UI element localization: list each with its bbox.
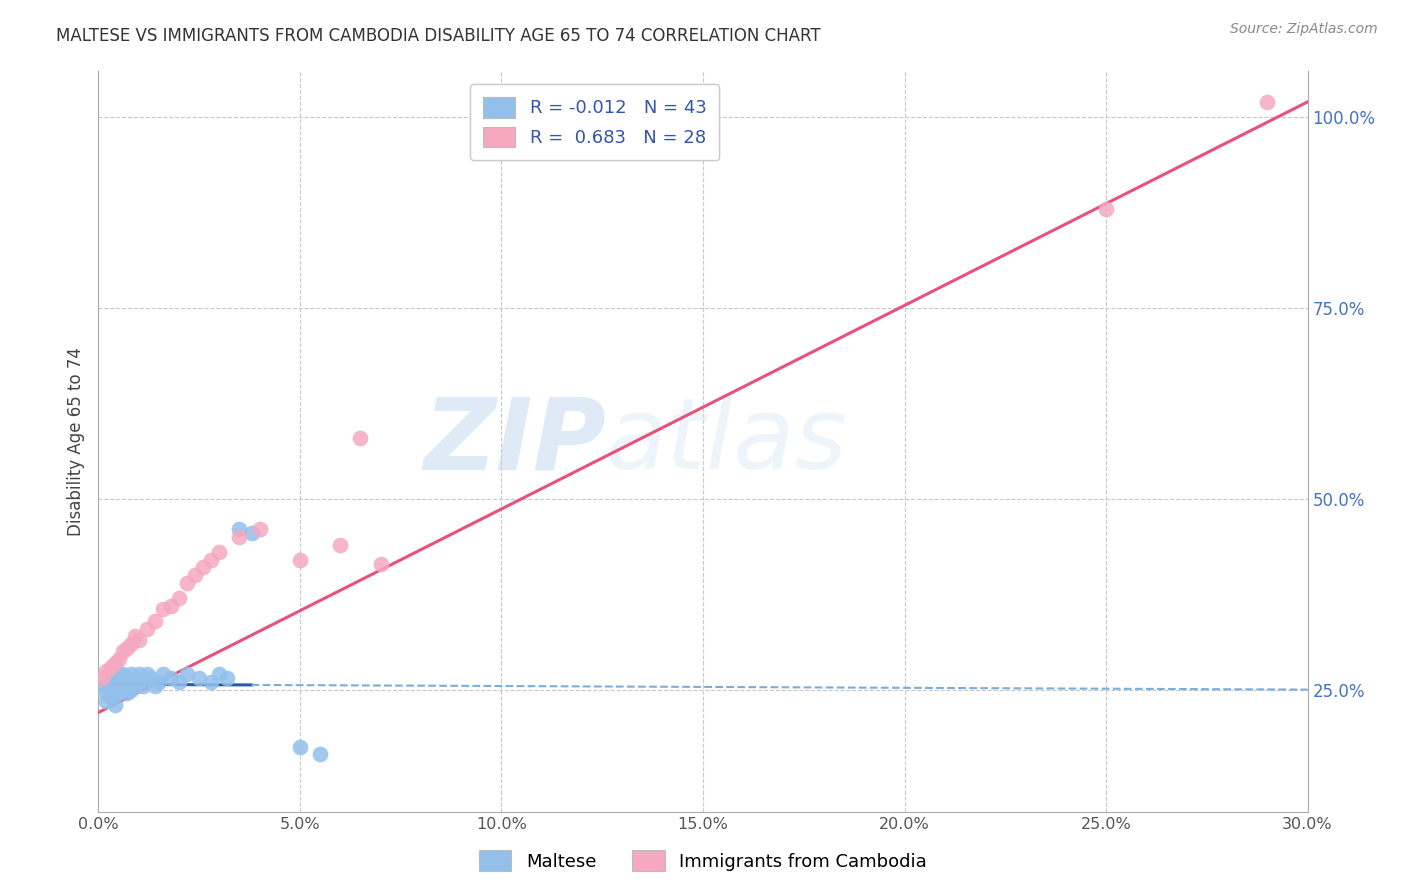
Text: Source: ZipAtlas.com: Source: ZipAtlas.com: [1230, 22, 1378, 37]
Point: [139, 671, 162, 685]
Point: [143, 679, 166, 693]
Point: [152, 602, 174, 616]
Point: [135, 667, 157, 681]
Point: [309, 747, 332, 762]
Point: [188, 671, 211, 685]
Point: [120, 667, 142, 681]
Text: ZIP: ZIP: [423, 393, 606, 490]
Point: [160, 671, 183, 685]
Legend: Maltese, Immigrants from Cambodia: Maltese, Immigrants from Cambodia: [472, 843, 934, 879]
Point: [96, 686, 118, 700]
Point: [96, 694, 118, 708]
Point: [132, 671, 155, 685]
Point: [1256, 95, 1278, 109]
Point: [288, 739, 311, 754]
Point: [120, 682, 142, 697]
Point: [228, 522, 250, 536]
Point: [152, 667, 174, 681]
Point: [208, 667, 231, 681]
Point: [217, 671, 239, 685]
Point: [111, 644, 134, 658]
Point: [91, 671, 114, 685]
Point: [103, 656, 125, 670]
Point: [107, 652, 129, 666]
Point: [128, 675, 150, 690]
Point: [115, 686, 138, 700]
Point: [176, 667, 198, 681]
Point: [111, 667, 134, 681]
Text: atlas: atlas: [606, 393, 848, 490]
Point: [288, 553, 311, 567]
Point: [349, 431, 371, 445]
Point: [107, 667, 129, 681]
Point: [132, 679, 155, 693]
Point: [167, 675, 190, 690]
Point: [370, 557, 392, 571]
Point: [120, 637, 142, 651]
Point: [124, 679, 146, 693]
Point: [240, 526, 263, 541]
Legend: R = -0.012   N = 43, R =  0.683   N = 28: R = -0.012 N = 43, R = 0.683 N = 28: [470, 84, 720, 160]
Point: [107, 686, 129, 700]
Point: [120, 675, 142, 690]
Point: [184, 568, 207, 582]
Point: [103, 671, 125, 685]
Point: [124, 629, 146, 643]
Point: [228, 530, 250, 544]
Point: [115, 671, 138, 685]
Point: [193, 560, 215, 574]
Point: [160, 599, 183, 613]
Point: [96, 664, 118, 678]
Point: [249, 522, 271, 536]
Point: [128, 667, 150, 681]
Point: [100, 690, 122, 705]
Point: [91, 679, 114, 693]
Point: [208, 545, 231, 559]
Y-axis label: Disability Age 65 to 74: Disability Age 65 to 74: [66, 347, 84, 536]
Point: [115, 679, 138, 693]
Point: [107, 679, 129, 693]
Point: [200, 675, 222, 690]
Point: [1095, 202, 1118, 216]
Point: [135, 622, 157, 636]
Point: [124, 671, 146, 685]
Point: [111, 682, 134, 697]
Point: [100, 682, 122, 697]
Point: [143, 614, 166, 628]
Point: [148, 675, 170, 690]
Point: [100, 659, 122, 673]
Point: [128, 632, 150, 647]
Point: [176, 575, 198, 590]
Point: [329, 538, 352, 552]
Point: [100, 675, 122, 690]
Point: [103, 698, 125, 712]
Point: [115, 640, 138, 655]
Text: MALTESE VS IMMIGRANTS FROM CAMBODIA DISABILITY AGE 65 TO 74 CORRELATION CHART: MALTESE VS IMMIGRANTS FROM CAMBODIA DISA…: [56, 27, 821, 45]
Point: [111, 675, 134, 690]
Point: [103, 679, 125, 693]
Point: [200, 553, 222, 567]
Point: [167, 591, 190, 605]
